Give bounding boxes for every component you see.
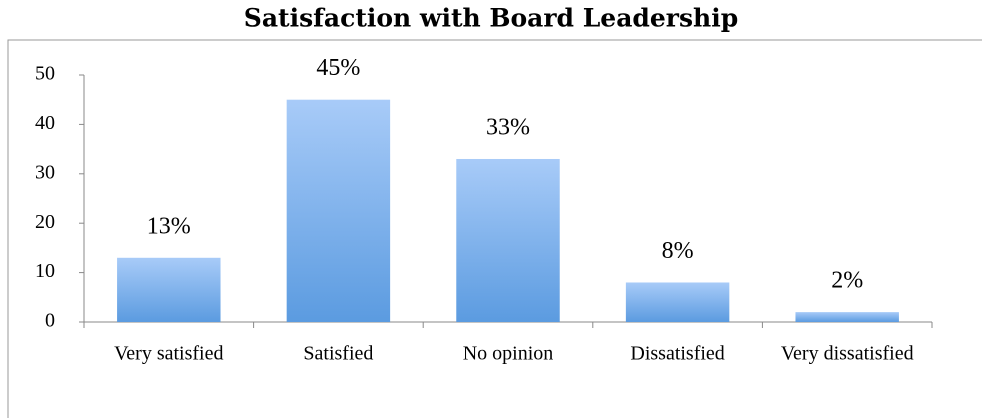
y-tick-label: 30	[35, 161, 55, 183]
bar	[117, 257, 221, 322]
chart-frame	[7, 39, 982, 418]
value-label: 2%	[831, 268, 863, 294]
value-label: 13%	[147, 213, 191, 239]
value-label: 45%	[316, 55, 360, 81]
y-tick-label: 20	[35, 211, 55, 233]
value-label: 33%	[486, 114, 530, 140]
y-tick-label: 0	[45, 310, 55, 332]
y-tick-label: 40	[35, 112, 55, 134]
bar	[795, 312, 899, 322]
x-tick-label: Very dissatisfied	[781, 343, 914, 365]
value-label: 8%	[662, 238, 694, 264]
x-tick-label: Very satisfied	[114, 343, 223, 365]
y-tick-label: 10	[35, 260, 55, 282]
x-tick-label: Satisfied	[303, 343, 373, 365]
bar	[625, 282, 730, 322]
bar	[456, 158, 560, 322]
y-tick-label: 50	[35, 63, 55, 85]
bar	[286, 99, 391, 322]
chart-title: Satisfaction with Board Leadership	[244, 4, 738, 33]
x-tick-label: No opinion	[463, 343, 554, 365]
x-tick-label: Dissatisfied	[630, 343, 724, 365]
